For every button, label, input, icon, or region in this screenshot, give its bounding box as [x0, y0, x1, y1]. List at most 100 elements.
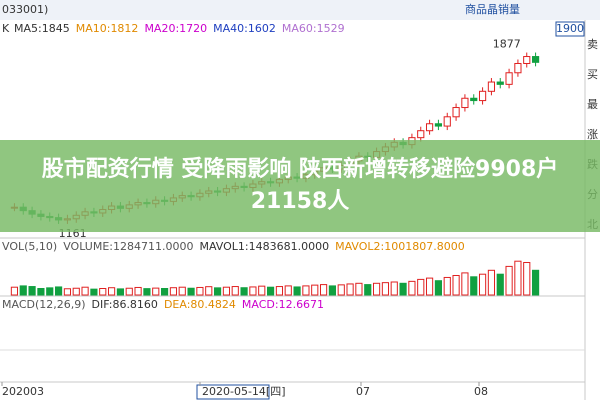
volume-bar — [452, 275, 460, 296]
volume-bar — [319, 284, 328, 296]
candle-body — [425, 123, 434, 132]
volume-bar — [125, 287, 133, 296]
candle-body — [461, 97, 469, 109]
volume-bar — [63, 288, 72, 296]
candle-body — [443, 116, 451, 127]
volume-bar — [266, 286, 275, 296]
indicator-label: VOLUME:1284711.0000 — [63, 240, 193, 253]
indicator-label: MA10:1812 — [76, 22, 139, 35]
indicator-label: VOL(5,10) — [2, 240, 57, 253]
indicator-label: MA60:1529 — [282, 22, 345, 35]
volume-bar — [116, 288, 125, 296]
volume-bar — [240, 287, 248, 296]
volume-bar — [90, 288, 98, 296]
price-box-text: 1900 — [556, 22, 584, 35]
candle-body — [523, 56, 531, 64]
volume-bar — [258, 285, 266, 296]
volume-bar — [293, 286, 301, 296]
indicator-label: MAVOL2:1001807.8000 — [335, 240, 465, 253]
volume-bar — [231, 286, 239, 296]
volume-bar — [417, 278, 425, 296]
volume-bar — [346, 283, 354, 296]
candle-body — [470, 97, 478, 102]
volume-bar — [19, 285, 27, 296]
volume-bar — [425, 277, 434, 296]
sidebar-item: 买 — [587, 68, 598, 81]
volume-bar — [408, 280, 416, 296]
x-tick-label: 2020-05-14[四] — [202, 385, 286, 398]
volume-bar — [302, 285, 310, 296]
volume-bar — [381, 282, 390, 296]
candle-body — [514, 62, 522, 74]
volume-bar — [72, 287, 80, 296]
sidebar-item: 涨 — [587, 128, 598, 141]
indicator-label: DEA:80.4824 — [164, 298, 236, 311]
volume-bar — [152, 287, 160, 296]
volume-bar — [54, 286, 63, 296]
volume-bar — [496, 273, 504, 296]
volume-bar — [434, 280, 443, 296]
volume-bar — [337, 284, 345, 296]
indicator-label: MACD(12,26,9) — [2, 298, 86, 311]
volume-bar — [372, 282, 381, 296]
menu[interactable]: 商品晶销量 — [465, 2, 520, 16]
volume-bar — [134, 286, 142, 296]
sidebar-item: 卖 — [587, 38, 598, 51]
volume-bar — [107, 287, 116, 296]
volume-bar — [275, 286, 284, 296]
volume-bar — [99, 288, 107, 296]
volume-bar — [514, 260, 522, 296]
volume-bar — [311, 284, 319, 296]
headline: 股市配资行情 受降雨影响 陕西新增转移避险9908户21158人 — [41, 157, 559, 214]
x-tick-label: 202003 — [2, 385, 44, 398]
high-label: 1877 — [493, 38, 521, 51]
volume-bar — [328, 285, 337, 296]
candle-body — [487, 81, 496, 92]
headline-banner: 股市配资行情 受降雨影响 陕西新增转移避险9908户21158人 — [0, 140, 600, 232]
volume-bar — [364, 284, 372, 296]
volume-bar — [487, 269, 496, 296]
volume-bar — [143, 288, 151, 296]
indicator-label: MAVOL1:1483681.0000 — [199, 240, 329, 253]
candle-body — [531, 56, 540, 63]
volume-bar — [37, 288, 45, 296]
price-box — [555, 21, 585, 37]
volume-bar — [523, 262, 531, 296]
candle-body — [434, 123, 443, 127]
candle-body — [478, 90, 487, 102]
volume-bar — [187, 287, 195, 296]
volume-bar — [196, 286, 204, 296]
indicator-label: MA5:1845 — [14, 22, 70, 35]
volume-bar — [81, 286, 89, 296]
volume-bar — [213, 287, 222, 296]
indicator-label: MACD:12.6671 — [242, 298, 324, 311]
volume-bar — [461, 272, 469, 296]
volume-bar — [284, 285, 292, 296]
volume-bar — [478, 273, 487, 296]
volume-bar — [470, 276, 478, 296]
x-tick-label: 08 — [474, 385, 488, 398]
volume-bar — [160, 288, 169, 296]
volume-bar — [169, 287, 178, 296]
candle-body — [417, 130, 425, 139]
date-box — [196, 384, 270, 400]
candle-body — [452, 107, 460, 118]
code: 033001) — [2, 3, 48, 16]
volume-bar — [531, 269, 540, 296]
volume-bar — [355, 282, 363, 296]
candle-body — [505, 72, 513, 85]
indicator-label: MA20:1720 — [144, 22, 207, 35]
volume-bar — [178, 286, 186, 296]
volume-bar — [390, 281, 398, 296]
volume-bar — [249, 286, 257, 296]
volume-bar — [443, 276, 451, 296]
volume-bar — [505, 265, 513, 296]
volume-bar — [28, 286, 36, 296]
indicator-label: MA40:1602 — [213, 22, 276, 35]
candle-body — [496, 81, 504, 85]
sidebar-item: 最 — [587, 98, 598, 111]
x-tick-label: 07 — [356, 385, 370, 398]
volume-bar — [222, 286, 231, 296]
